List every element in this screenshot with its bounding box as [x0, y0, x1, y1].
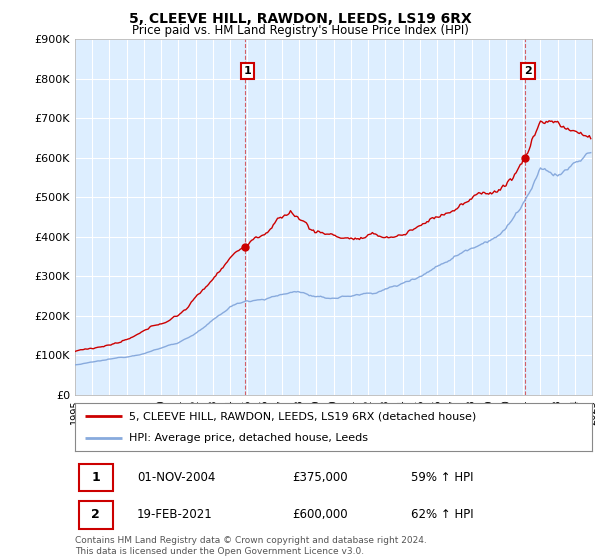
Text: 59% ↑ HPI: 59% ↑ HPI — [411, 471, 473, 484]
Text: 1: 1 — [244, 66, 251, 76]
Text: £600,000: £600,000 — [292, 508, 348, 521]
Text: 2: 2 — [524, 66, 532, 76]
Text: HPI: Average price, detached house, Leeds: HPI: Average price, detached house, Leed… — [130, 433, 368, 443]
Text: Price paid vs. HM Land Registry's House Price Index (HPI): Price paid vs. HM Land Registry's House … — [131, 24, 469, 36]
Text: 5, CLEEVE HILL, RAWDON, LEEDS, LS19 6RX: 5, CLEEVE HILL, RAWDON, LEEDS, LS19 6RX — [128, 12, 472, 26]
Text: 62% ↑ HPI: 62% ↑ HPI — [411, 508, 474, 521]
Text: 5, CLEEVE HILL, RAWDON, LEEDS, LS19 6RX (detached house): 5, CLEEVE HILL, RAWDON, LEEDS, LS19 6RX … — [130, 411, 476, 421]
FancyBboxPatch shape — [79, 464, 113, 491]
Text: 2: 2 — [91, 508, 100, 521]
FancyBboxPatch shape — [79, 501, 113, 529]
Text: £375,000: £375,000 — [292, 471, 348, 484]
Text: 1: 1 — [91, 471, 100, 484]
Text: Contains HM Land Registry data © Crown copyright and database right 2024.
This d: Contains HM Land Registry data © Crown c… — [75, 536, 427, 556]
Text: 01-NOV-2004: 01-NOV-2004 — [137, 471, 215, 484]
Text: 19-FEB-2021: 19-FEB-2021 — [137, 508, 213, 521]
